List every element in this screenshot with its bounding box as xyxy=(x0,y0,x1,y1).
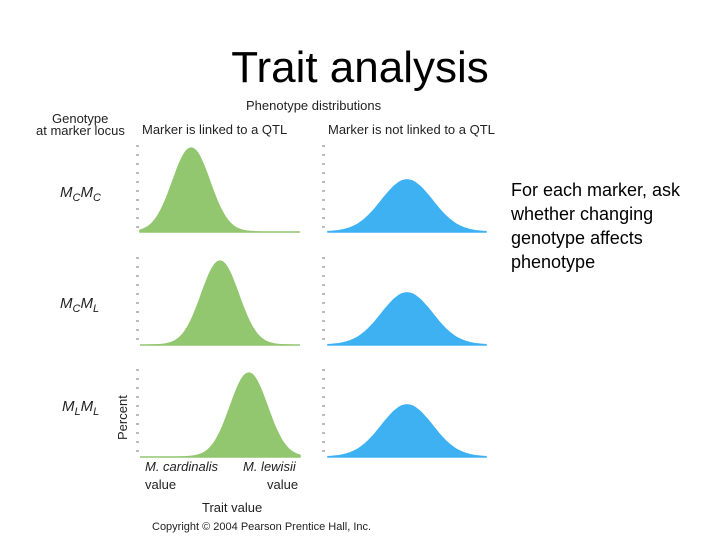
genotype-allele-2b: L xyxy=(93,303,99,315)
distribution-row-3: MLML xyxy=(62,372,487,458)
linked-curve-row-2 xyxy=(140,260,300,346)
left-value-label-line2: value xyxy=(145,477,176,492)
genotype-label-row-3: MLML xyxy=(62,398,99,418)
column-header-linked: Marker is linked to a QTL xyxy=(142,122,287,137)
axis-ticks-right xyxy=(322,145,325,452)
genotype-allele-3b: L xyxy=(93,406,99,418)
x-axis-label: Trait value xyxy=(202,500,262,515)
distribution-row-2: MCML xyxy=(60,260,487,346)
genotype-label-line2: at marker locus xyxy=(36,123,125,138)
genotype-base-2b: M xyxy=(80,295,93,312)
right-value-label-line1: M. lewisii xyxy=(243,459,297,474)
genotype-label-row-1: MCMC xyxy=(60,184,101,204)
genotype-allele-1a: C xyxy=(73,192,81,204)
y-axis-label: Percent xyxy=(115,395,130,440)
genotype-allele-2a: C xyxy=(73,303,81,315)
copyright: Copyright © 2004 Pearson Prentice Hall, … xyxy=(152,521,371,533)
linked-curve-row-3 xyxy=(140,372,301,458)
genotype-allele-3a: L xyxy=(75,406,81,418)
genotype-base-2a: M xyxy=(60,295,73,312)
genotype-base-3a: M xyxy=(62,398,75,415)
slide-title: Trait analysis xyxy=(231,43,489,92)
genotype-base-3b: M xyxy=(81,398,94,415)
column-header-not-linked: Marker is not linked to a QTL xyxy=(328,122,495,137)
genotype-base-1b: M xyxy=(80,184,93,201)
left-value-label-line1: M. cardinalis xyxy=(145,459,218,474)
genotype-allele-1b: C xyxy=(93,192,101,204)
side-note: For each marker, ask whether changing ge… xyxy=(511,180,681,272)
not-linked-curve-row-1 xyxy=(327,179,487,233)
distribution-row-1: MCMC xyxy=(60,147,487,233)
genotype-label-row-2: MCML xyxy=(60,295,99,315)
figure-header: Phenotype distributions xyxy=(246,98,382,113)
not-linked-curve-row-3 xyxy=(327,404,487,458)
axis-ticks-left xyxy=(136,145,139,452)
genotype-base-1a: M xyxy=(60,184,73,201)
right-value-label-line2: value xyxy=(267,477,298,492)
genotype-label-line1: Genotype xyxy=(52,111,108,126)
not-linked-curve-row-2 xyxy=(327,292,487,346)
linked-curve-row-1 xyxy=(139,147,300,233)
